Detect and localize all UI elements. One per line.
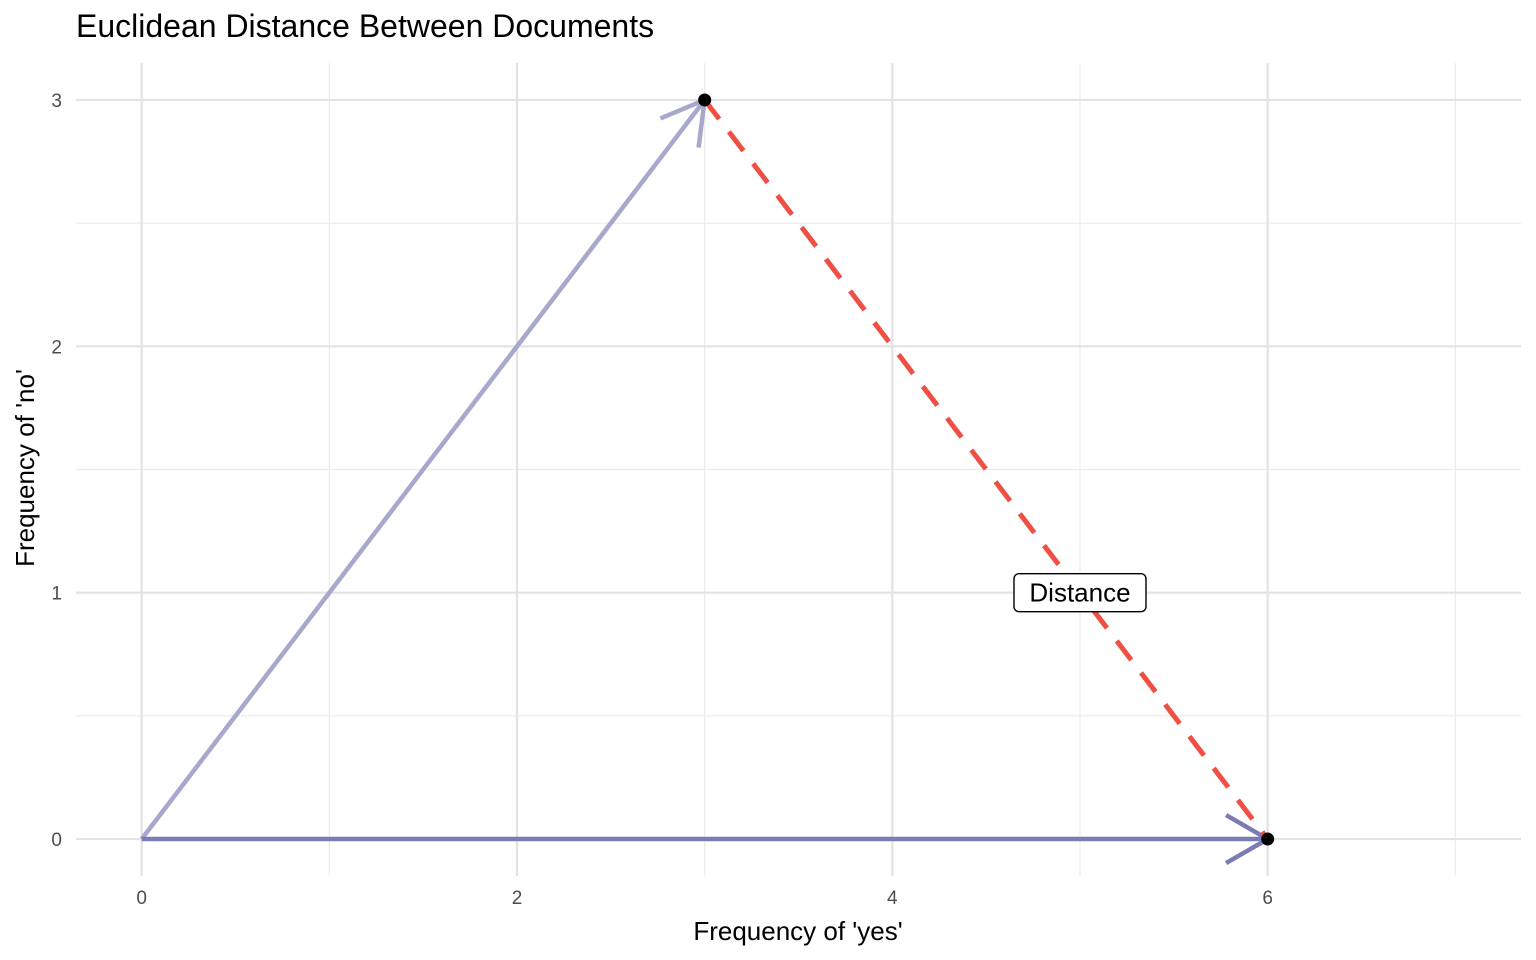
chart-title: Euclidean Distance Between Documents: [76, 8, 655, 44]
data-point-1: [698, 93, 712, 107]
y-tick-labels: 0 1 2 3: [51, 91, 62, 851]
x-tick-label: 6: [1262, 888, 1273, 909]
grid-minor: [76, 63, 1521, 876]
annotation-box: [1013, 572, 1147, 613]
x-tick-label: 2: [512, 888, 523, 909]
y-tick-label: 1: [51, 584, 62, 605]
annotation-label: Distance: [1029, 578, 1130, 608]
y-tick-label: 2: [51, 337, 62, 358]
x-tick-label: 4: [887, 888, 898, 909]
x-axis-title: Frequency of 'yes': [693, 916, 902, 946]
distance-line: [702, 98, 1270, 841]
chart-marks: [139, 93, 1275, 865]
y-tick-label: 3: [51, 91, 62, 112]
x-tick-label: 0: [136, 888, 147, 909]
vector-line-1: [139, 98, 707, 841]
y-axis-title: Frequency of 'no': [10, 369, 40, 567]
grid-major: [76, 63, 1521, 876]
data-point-2: [1261, 832, 1275, 846]
annotations: Distance: [1013, 572, 1147, 613]
x-tick-labels: 0 2 4 6: [136, 888, 1273, 909]
y-tick-label: 0: [51, 830, 62, 851]
